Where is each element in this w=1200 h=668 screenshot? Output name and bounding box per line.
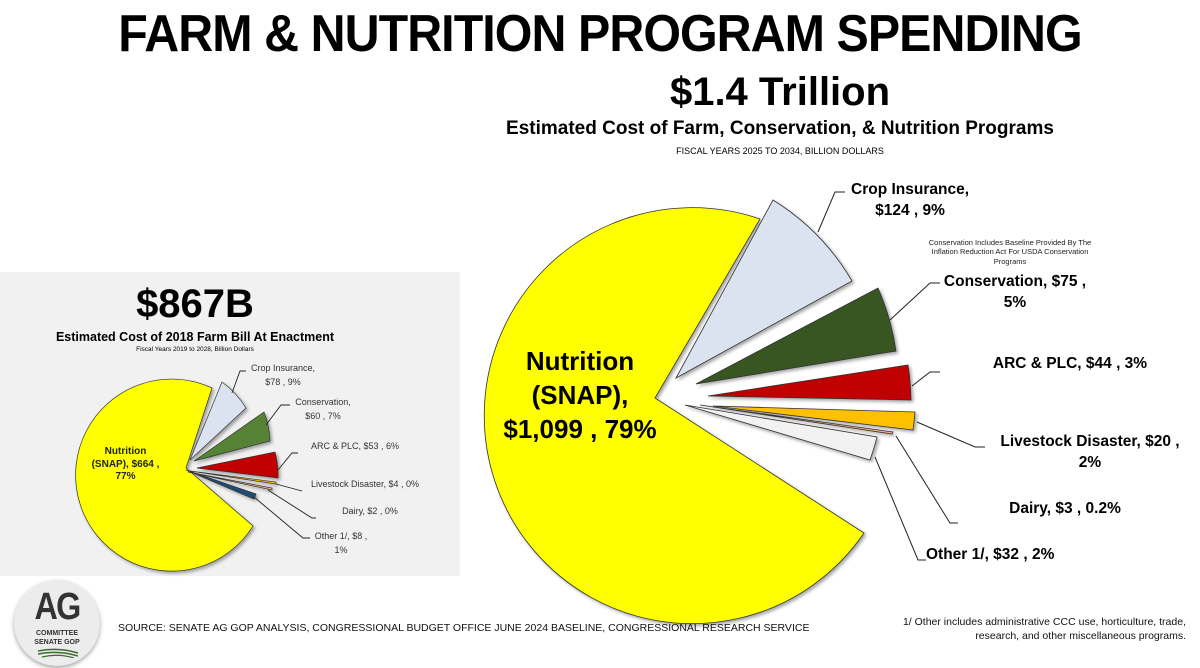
big-label-conservation: Conservation, $75 , 5%	[943, 273, 1087, 311]
logo-field-icon	[38, 648, 78, 658]
big-label-crop-insurance: Crop Insurance, $124 , 9%	[851, 181, 969, 219]
logo-ag-text: AG	[34, 586, 81, 628]
slice-dairy	[699, 404, 894, 435]
slice-crop-insurance	[674, 199, 853, 380]
conservation-note: Conservation Includes Baseline Provided …	[928, 238, 1092, 266]
small-pie	[75, 378, 279, 572]
big-label-nutrition: Nutrition (SNAP), $1,099 , 79%	[503, 346, 657, 444]
small-label-livestock: Livestock Disaster, $4 , 0%	[310, 479, 420, 489]
slice-other	[684, 404, 878, 461]
small-label-conservation: Conservation, $60 , 7%	[295, 397, 351, 421]
big-chart-subtitle: Estimated Cost of Farm, Conservation, & …	[506, 118, 1054, 139]
big-pie	[483, 199, 916, 625]
big-label-livestock: Livestock Disaster, $20 , 2%	[1000, 433, 1180, 471]
source-text: SOURCE: SENATE AG GOP ANALYSIS, CONGRESS…	[118, 622, 810, 634]
small-chart-total: $867B	[136, 282, 254, 326]
ag-committee-logo: AG COMMITTEE SENATE GOP	[14, 580, 100, 666]
small-label-nutrition: Nutrition (SNAP), $664 , 77%	[91, 446, 160, 482]
page-title: FARM & NUTRITION PROGRAM SPENDING	[118, 5, 1082, 63]
big-label-other: Other 1/, $32 , 2%	[926, 546, 1055, 563]
small-slice-arc-plc	[196, 451, 279, 479]
slice-nutrition	[483, 207, 865, 625]
big-label-dairy: Dairy, $3 , 0.2%	[1009, 500, 1121, 517]
small-chart-period: Fiscal Years 2019 to 2028, Billion Dolla…	[136, 346, 254, 353]
big-label-arc-plc: ARC & PLC, $44 , 3%	[992, 355, 1148, 372]
footnote-text: 1/ Other includes administrative CCC use…	[902, 616, 1186, 643]
small-slice-other	[185, 469, 257, 500]
slice-arc-plc	[707, 364, 912, 401]
small-label-arc-plc: ARC & PLC, $53 , 6%	[310, 441, 400, 451]
small-slice-livestock	[189, 470, 277, 485]
slice-conservation	[695, 287, 897, 385]
small-label-other: Other 1/, $8 , 1%	[314, 531, 368, 555]
small-slice-dairy	[187, 471, 273, 491]
small-label-dairy: Dairy, $2 , 0%	[342, 506, 398, 516]
big-chart-total: $1.4 Trillion	[669, 70, 891, 114]
slice-livestock	[712, 405, 916, 431]
small-slice-nutrition	[75, 378, 254, 572]
small-chart-subtitle: Estimated Cost of 2018 Farm Bill At Enac…	[55, 330, 335, 344]
small-slice-crop-insurance	[189, 381, 247, 461]
logo-line1: COMMITTEE	[36, 630, 78, 637]
small-label-crop-insurance: Crop Insurance, $78 , 9%	[250, 363, 316, 387]
big-chart-period: FISCAL YEARS 2025 TO 2034, BILLION DOLLA…	[676, 146, 884, 156]
logo-line2: SENATE GOP	[34, 639, 80, 646]
small-slice-conservation	[193, 411, 271, 462]
